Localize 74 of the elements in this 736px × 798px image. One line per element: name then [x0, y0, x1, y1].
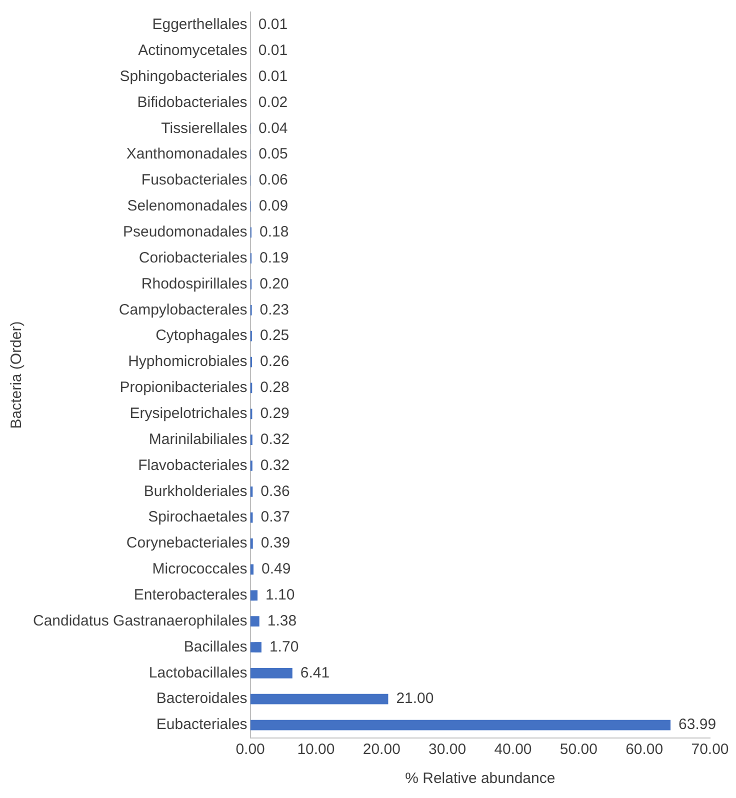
y-tick-label: Campylobacterales: [118, 301, 248, 318]
y-tick-label: Tissierellales: [161, 120, 248, 137]
data-label: 0.09: [258, 198, 288, 215]
data-label: 1.10: [266, 586, 295, 604]
data-label: 0.05: [258, 146, 288, 163]
x-tick-label: 10.00: [297, 741, 335, 758]
data-label: 0.26: [260, 353, 290, 370]
y-tick-label: Actinomycetales: [138, 42, 248, 60]
data-label: 0.32: [260, 430, 290, 448]
y-axis-title: Bacteria (Order): [8, 321, 26, 429]
data-label: 0.32: [260, 456, 290, 474]
y-tick-label: Lactobacillales: [148, 664, 248, 682]
data-label: 0.23: [260, 301, 290, 318]
bar: [250, 668, 292, 678]
y-tick-label: Bifidobacteriales: [137, 94, 248, 111]
data-label: 0.06: [258, 172, 288, 189]
data-label: 21.00: [396, 690, 434, 708]
data-label: 0.04: [258, 120, 288, 137]
data-label: 0.37: [260, 508, 290, 526]
y-tick-label: Coriobacteriales: [138, 249, 248, 266]
x-tick-label: 70.00: [691, 741, 729, 758]
y-tick-label: Candidatus Gastranaerophilales: [32, 612, 248, 630]
data-label: 0.29: [260, 405, 290, 422]
x-tick-label: 50.00: [560, 741, 598, 758]
y-tick-label: Propionibacteriales: [120, 379, 248, 396]
data-label: 0.01: [258, 16, 288, 34]
data-label: 6.41: [300, 664, 330, 682]
y-tick-label: Burkholderiales: [144, 482, 248, 500]
y-tick-label: Enterobacterales: [134, 586, 248, 604]
bar: [250, 642, 262, 652]
bar: [250, 590, 258, 601]
bar: [250, 720, 671, 730]
y-tick-label: Bacillales: [184, 638, 248, 656]
y-tick-label: Spirochaetales: [148, 508, 248, 526]
data-label: 0.25: [260, 327, 290, 344]
y-tick-label: Micrococcales: [152, 560, 248, 578]
data-label: 0.18: [259, 224, 289, 241]
bar: [250, 694, 388, 704]
y-tick-label: Cytophagales: [156, 327, 248, 344]
data-label: 0.20: [260, 275, 289, 292]
y-tick-label: Fusobacteriales: [141, 172, 248, 189]
x-axis-title: % Relative abundance: [405, 770, 556, 788]
y-tick-label: Bacteroidales: [156, 690, 248, 708]
data-label: 0.39: [260, 534, 290, 552]
data-label: 63.99: [678, 716, 716, 734]
y-tick-label: Pseudomonadales: [123, 224, 248, 241]
y-tick-label: Xanthomonadales: [126, 146, 248, 163]
data-label: 0.02: [258, 94, 288, 111]
bar: [250, 538, 253, 549]
y-tick-label: Hyphomicrobiales: [128, 353, 248, 370]
y-tick-label: Eggerthellales: [152, 16, 248, 34]
bar: [250, 564, 254, 575]
data-label: 0.01: [258, 68, 288, 85]
x-tick-label: 0.00: [236, 741, 265, 758]
data-label: 0.49: [262, 560, 291, 578]
data-label: 0.19: [260, 249, 289, 266]
data-label: 0.36: [260, 482, 290, 500]
data-label: 1.38: [267, 612, 297, 630]
y-tick-label: Marinilabiliales: [148, 430, 248, 448]
data-label: 0.28: [260, 379, 290, 396]
y-tick-label: Rhodospirillales: [141, 275, 248, 292]
y-tick-label: Sphingobacteriales: [120, 68, 248, 85]
y-tick-label: Corynebacteriales: [126, 534, 248, 552]
y-tick-label: Selenomonadales: [127, 198, 248, 215]
bar: [250, 616, 260, 627]
x-tick-label: 30.00: [428, 741, 466, 758]
x-tick-label: 40.00: [494, 741, 532, 758]
data-label: 0.01: [258, 42, 288, 60]
data-label: 1.70: [269, 638, 299, 656]
x-tick-label: 20.00: [362, 741, 400, 758]
x-tick-label: 60.00: [626, 741, 664, 758]
y-tick-label: Erysipelotrichales: [130, 405, 248, 422]
y-tick-label: Eubacteriales: [156, 716, 248, 734]
y-tick-label: Flavobacteriales: [138, 456, 248, 474]
